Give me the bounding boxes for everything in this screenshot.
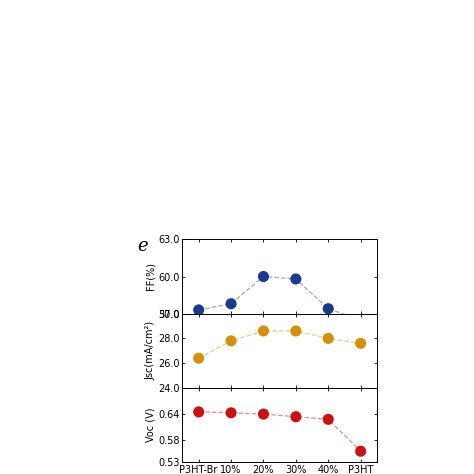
- Text: e: e: [137, 237, 148, 255]
- Point: [292, 327, 300, 335]
- Point: [227, 300, 235, 308]
- Point: [292, 275, 300, 283]
- Point: [324, 305, 332, 312]
- Point: [324, 335, 332, 342]
- Y-axis label: Voc (V): Voc (V): [146, 408, 155, 442]
- Point: [260, 410, 267, 418]
- Y-axis label: Jsc(mA/cm²): Jsc(mA/cm²): [146, 321, 155, 380]
- Y-axis label: FF(%): FF(%): [146, 263, 155, 291]
- Point: [324, 416, 332, 423]
- Point: [357, 339, 365, 347]
- Point: [357, 447, 365, 455]
- Point: [227, 337, 235, 345]
- Point: [227, 409, 235, 417]
- Point: [195, 306, 202, 314]
- Point: [260, 273, 267, 280]
- Point: [357, 316, 365, 324]
- Point: [292, 413, 300, 420]
- Point: [195, 408, 202, 416]
- Point: [260, 327, 267, 335]
- Point: [195, 355, 202, 362]
